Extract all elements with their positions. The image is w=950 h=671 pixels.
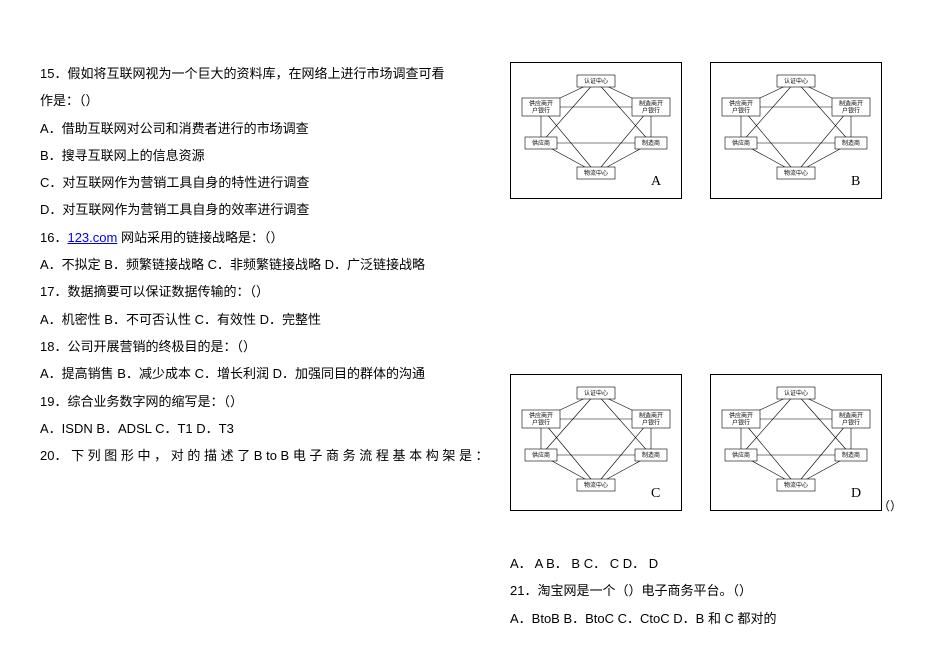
svg-text:D: D (851, 486, 861, 501)
svg-text:物流中心: 物流中心 (784, 169, 808, 177)
q15-optD: D．对互联网作为营销工具自身的效率进行调查 (40, 196, 540, 223)
svg-text:认证中心: 认证中心 (784, 389, 808, 397)
svg-text:C: C (651, 486, 660, 501)
svg-text:户银行: 户银行 (842, 107, 860, 115)
q19-stem: 19．综合业务数字网的缩写是：（） (40, 388, 540, 415)
svg-text:制造商: 制造商 (842, 139, 860, 147)
svg-text:供应商开: 供应商开 (729, 412, 753, 420)
q16-prefix: 16． (40, 230, 67, 245)
svg-text:户银行: 户银行 (842, 419, 860, 427)
diagram-C: 认证中心供应商开户银行制造商开户银行供应商制造商物流中心C (510, 374, 682, 511)
q18-opts: A．提高销售 B．减少成本 C．增长利润 D．加强同目的群体的沟通 (40, 360, 540, 387)
svg-text:户银行: 户银行 (732, 107, 750, 115)
svg-text:认证中心: 认证中心 (784, 77, 808, 85)
q20-stem: 20． 下 列 图 形 中 ， 对 的 描 述 了 B to B 电 子 商 务… (40, 442, 540, 469)
q16-opts: A．不拟定 B．频繁链接战略 C．非频繁链接战略 D．广泛链接战略 (40, 251, 540, 278)
q15-stem-l2: 作是：（） (40, 87, 540, 114)
diagram-B-svg: 认证中心供应商开户银行制造商开户银行供应商制造商物流中心B (711, 63, 881, 198)
svg-text:A: A (651, 174, 662, 189)
svg-text:认证中心: 认证中心 (584, 389, 608, 397)
svg-text:B: B (851, 174, 860, 189)
q17-stem: 17．数据摘要可以保证数据传输的：（） (40, 278, 540, 305)
svg-text:供应商开: 供应商开 (529, 100, 553, 108)
svg-text:认证中心: 认证中心 (584, 77, 608, 85)
diagram-D: 认证中心供应商开户银行制造商开户银行供应商制造商物流中心D (710, 374, 882, 511)
svg-text:制造商开: 制造商开 (639, 100, 663, 108)
q15-optA: A．借助互联网对公司和消费者进行的市场调查 (40, 115, 540, 142)
svg-text:制造商开: 制造商开 (839, 100, 863, 108)
q15-optC: C．对互联网作为营销工具自身的特性进行调查 (40, 169, 540, 196)
q15-optB: B．搜寻互联网上的信息资源 (40, 142, 540, 169)
q17-opts: A．机密性 B．不可否认性 C．有效性 D．完整性 (40, 306, 540, 333)
svg-text:制造商: 制造商 (642, 139, 660, 147)
q16-suffix: 网站采用的链接战略是：（） (117, 230, 283, 245)
svg-text:供应商开: 供应商开 (729, 100, 753, 108)
svg-text:制造商开: 制造商开 (639, 412, 663, 420)
diagram-B: 认证中心供应商开户银行制造商开户银行供应商制造商物流中心B (710, 62, 882, 199)
q21-stem: 21．淘宝网是一个（）电子商务平台。（） (510, 577, 910, 604)
q15-stem-l1: 15．假如将互联网视为一个巨大的资料库，在网络上进行市场调查可看 (40, 60, 540, 87)
svg-text:供应商: 供应商 (532, 139, 550, 147)
svg-text:户银行: 户银行 (532, 419, 550, 427)
q21-opts: A．BtoB B．BtoC C．CtoC D．B 和 C 都对的 (510, 605, 910, 632)
q19-opts: A．ISDN B．ADSL C．T1 D．T3 (40, 415, 540, 442)
diagram-A-svg: 认证中心供应商开户银行制造商开户银行供应商制造商物流中心A (511, 63, 681, 198)
svg-text:户银行: 户银行 (642, 419, 660, 427)
svg-text:物流中心: 物流中心 (784, 481, 808, 489)
svg-text:制造商开: 制造商开 (839, 412, 863, 420)
diagram-A: 认证中心供应商开户银行制造商开户银行供应商制造商物流中心A (510, 62, 682, 199)
right-answer-lines: A． A B． B C． C D． D 21．淘宝网是一个（）电子商务平台。（）… (510, 550, 910, 632)
svg-text:户银行: 户银行 (532, 107, 550, 115)
svg-text:供应商: 供应商 (732, 451, 750, 459)
q20-paren: （） (878, 497, 902, 514)
q16-stem: 16．123.com 网站采用的链接战略是：（） (40, 224, 540, 251)
q16-link[interactable]: 123.com (67, 230, 117, 245)
q18-stem: 18．公司开展营销的终极目的是：（） (40, 333, 540, 360)
questions-column: 15．假如将互联网视为一个巨大的资料库，在网络上进行市场调查可看 作是：（） A… (40, 60, 540, 469)
svg-text:户银行: 户银行 (732, 419, 750, 427)
svg-text:物流中心: 物流中心 (584, 169, 608, 177)
svg-text:供应商开: 供应商开 (529, 412, 553, 420)
svg-text:供应商: 供应商 (532, 451, 550, 459)
svg-text:制造商: 制造商 (642, 451, 660, 459)
diagram-D-svg: 认证中心供应商开户银行制造商开户银行供应商制造商物流中心D (711, 375, 881, 510)
svg-text:物流中心: 物流中心 (584, 481, 608, 489)
q20-opts: A． A B． B C． C D． D (510, 550, 910, 577)
svg-text:制造商: 制造商 (842, 451, 860, 459)
diagram-C-svg: 认证中心供应商开户银行制造商开户银行供应商制造商物流中心C (511, 375, 681, 510)
svg-text:供应商: 供应商 (732, 139, 750, 147)
svg-text:户银行: 户银行 (642, 107, 660, 115)
